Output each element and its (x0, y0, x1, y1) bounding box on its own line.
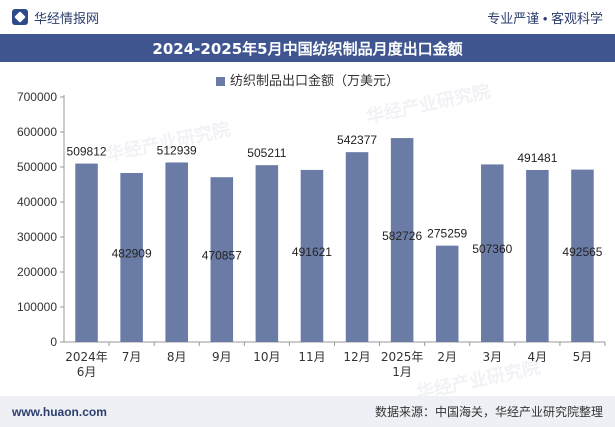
legend-swatch (215, 77, 225, 87)
legend-label: 纺织制品出口金额（万美元） (229, 73, 399, 88)
y-tick-label: 0 (50, 335, 57, 349)
bar (75, 163, 98, 342)
y-tick-label: 200000 (17, 265, 57, 279)
bar (165, 162, 188, 342)
x-tick-label: 8月 (167, 350, 187, 364)
data-source: 数据来源：中国海关，华经产业研究院整理 (374, 405, 603, 419)
y-tick-label: 700000 (17, 90, 57, 104)
brand-name: 华经情报网 (34, 10, 100, 26)
x-tick-label: 5月 (573, 350, 593, 364)
bar (571, 169, 594, 342)
data-label: 509812 (67, 145, 107, 159)
bar (345, 152, 369, 342)
data-label: 491481 (517, 151, 557, 165)
x-tick-label: 6月 (77, 365, 97, 379)
footer: www.huaon.com 数据来源：中国海关，华经产业研究院整理 (0, 396, 615, 427)
data-label: 542377 (337, 133, 377, 147)
x-tick-label: 9月 (212, 350, 232, 364)
bar (526, 169, 549, 342)
chart-title: 2024-2025年5月中国纺织制品月度出口金额 (0, 34, 615, 62)
data-label: 491621 (292, 245, 332, 259)
data-label: 482909 (112, 246, 152, 260)
x-tick-label: 11月 (298, 350, 325, 364)
x-tick-label: 3月 (482, 350, 502, 364)
legend: 纺织制品出口金额（万美元） (0, 70, 615, 89)
data-label: 512939 (157, 143, 197, 157)
y-tick-label: 300000 (17, 230, 57, 244)
bar-chart: 0 100000 200000 300000 400000 500000 600000 700… (17, 90, 606, 379)
x-tick-label: 2024年 (65, 350, 108, 364)
x-tick-label: 10月 (253, 350, 280, 364)
y-tick-label: 600000 (17, 125, 57, 139)
footer-url[interactable]: www.huaon.com (12, 404, 107, 419)
bar (210, 177, 234, 342)
slogan: 专业严谨 • 客观科学 (487, 10, 603, 26)
data-label: 470857 (202, 249, 242, 263)
data-label: 507360 (472, 242, 512, 256)
bar (120, 172, 143, 342)
bar (435, 245, 459, 342)
data-label: 492565 (562, 245, 602, 259)
x-tick-label: 1月 (392, 365, 412, 379)
y-tick-label: 400000 (17, 195, 57, 209)
top-bar: 华经情报网 专业严谨 • 客观科学 (0, 0, 615, 34)
x-tick-label: 2025年 (381, 350, 424, 364)
data-label: 582726 (382, 229, 422, 243)
bar (390, 138, 414, 342)
data-label: 505211 (247, 146, 286, 160)
bar (300, 169, 324, 342)
y-tick-label: 500000 (17, 160, 57, 174)
bar (255, 165, 279, 342)
data-label: 275259 (427, 227, 467, 241)
x-tick-label: 12月 (343, 350, 370, 364)
x-tick-label: 2月 (437, 350, 457, 364)
x-tick-label: 7月 (122, 350, 142, 364)
logo-icon (12, 9, 28, 25)
brand[interactable]: 华经情报网 (12, 8, 99, 27)
y-tick-label: 100000 (17, 300, 57, 314)
x-tick-label: 4月 (528, 350, 548, 364)
bar (481, 164, 504, 342)
